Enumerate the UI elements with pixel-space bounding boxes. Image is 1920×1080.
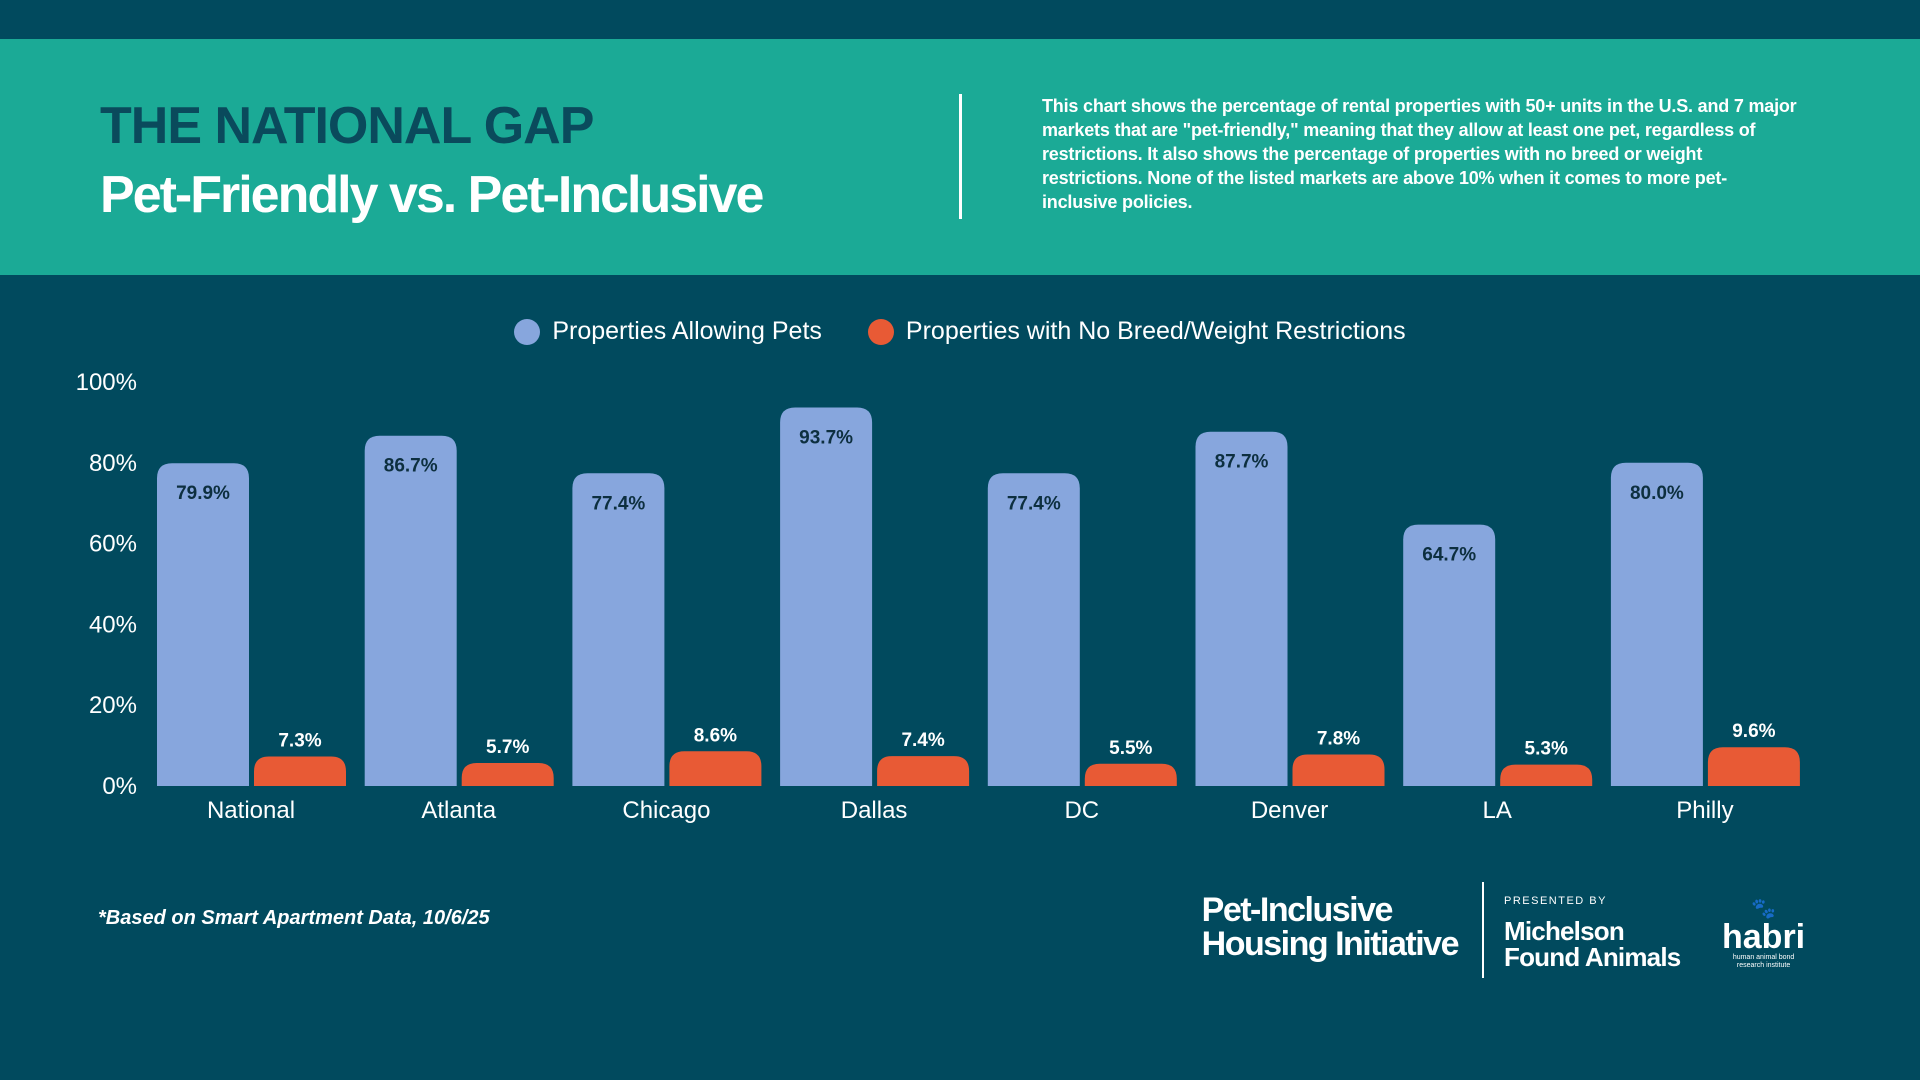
legend-item-allowing-pets: Properties Allowing Pets [514, 317, 822, 346]
x-tick-label: National [207, 797, 295, 824]
chart-description: This chart shows the percentage of renta… [1042, 96, 1797, 212]
bar-no-restrictions [877, 756, 970, 786]
bar-allowing-pets [987, 473, 1080, 786]
bar-no-restrictions [1707, 747, 1800, 786]
x-tick-label: Chicago [622, 797, 710, 824]
habri-logo: 🐾 habri human animal bond research insti… [1722, 898, 1805, 970]
data-label-allowing-pets: 77.4% [1007, 493, 1061, 514]
bar-allowing-pets [1195, 431, 1288, 786]
y-tick-label: 100% [76, 369, 137, 396]
x-tick-label: LA [1483, 797, 1512, 824]
legend-label: Properties Allowing Pets [552, 317, 822, 345]
header-divider [959, 94, 962, 219]
data-label-no-restrictions: 9.6% [1732, 721, 1775, 742]
michelson-found-animals-logo: Michelson Found Animals [1504, 916, 1681, 972]
y-tick-label: 0% [102, 773, 137, 800]
x-tick-label: Atlanta [421, 797, 496, 824]
logo-text: Housing Initiative [1201, 925, 1460, 963]
y-tick-label: 40% [89, 611, 137, 638]
x-tick-label: Philly [1676, 797, 1733, 824]
logo-text: Pet-Inclusive [1201, 891, 1394, 929]
y-tick-label: 60% [89, 531, 137, 558]
presented-by-label: PRESENTED BY [1504, 895, 1607, 907]
logo-text: human animal bond [1732, 954, 1795, 961]
data-label-allowing-pets: 77.4% [591, 493, 645, 514]
data-label-no-restrictions: 8.6% [694, 725, 737, 746]
page-subtitle: Pet-Friendly vs. Pet-Inclusive [100, 166, 764, 224]
data-label-allowing-pets: 93.7% [799, 427, 853, 448]
bar-no-restrictions [1500, 764, 1593, 786]
bar-allowing-pets [1610, 462, 1703, 786]
data-label-no-restrictions: 7.4% [901, 730, 944, 751]
bar-no-restrictions [254, 756, 346, 786]
y-tick-label: 80% [89, 450, 137, 477]
data-label-allowing-pets: 80.0% [1630, 483, 1684, 504]
bar-allowing-pets [572, 473, 665, 786]
logo-text: Michelson [1504, 916, 1625, 946]
legend-dot-orange-icon [867, 318, 894, 345]
bar-no-restrictions [669, 751, 762, 786]
x-tick-label: Dallas [841, 797, 908, 824]
data-label-no-restrictions: 5.7% [486, 737, 529, 758]
bar-no-restrictions [1292, 754, 1385, 786]
data-label-allowing-pets: 87.7% [1215, 452, 1269, 473]
data-label-no-restrictions: 5.5% [1109, 738, 1152, 759]
footer-divider [1482, 882, 1484, 978]
bar-allowing-pets [780, 407, 873, 786]
data-label-allowing-pets: 79.9% [176, 483, 230, 504]
footnote: *Based on Smart Apartment Data, 10/6/25 [98, 907, 490, 929]
bar-no-restrictions [461, 762, 554, 786]
habri-animal-icon: 🐾 [1751, 898, 1777, 920]
chart-legend: Properties Allowing Pets Properties with… [0, 317, 1920, 346]
legend-item-no-restrictions: Properties with No Breed/Weight Restrict… [867, 317, 1406, 346]
data-label-allowing-pets: 64.7% [1422, 545, 1476, 566]
bar-no-restrictions [1084, 763, 1177, 786]
data-label-no-restrictions: 5.3% [1525, 739, 1568, 760]
data-label-no-restrictions: 7.8% [1317, 728, 1360, 749]
logo-text: habri [1722, 918, 1806, 956]
page-title: THE NATIONAL GAP [100, 97, 594, 155]
pet-inclusive-housing-logo: Pet-Inclusive Housing Initiative [1201, 891, 1460, 963]
bar-allowing-pets [1403, 524, 1496, 786]
bar-allowing-pets [364, 435, 457, 786]
data-label-no-restrictions: 7.3% [278, 731, 321, 752]
y-tick-label: 20% [89, 692, 137, 719]
logo-text: research institute [1736, 962, 1791, 969]
x-tick-label: DC [1064, 797, 1099, 824]
x-tick-label: Denver [1251, 797, 1328, 824]
logo-text: Found Animals [1504, 942, 1681, 972]
data-label-allowing-pets: 86.7% [384, 456, 438, 477]
bar-allowing-pets [157, 463, 249, 786]
legend-dot-blue-icon [514, 318, 541, 345]
legend-label: Properties with No Breed/Weight Restrict… [905, 317, 1406, 345]
